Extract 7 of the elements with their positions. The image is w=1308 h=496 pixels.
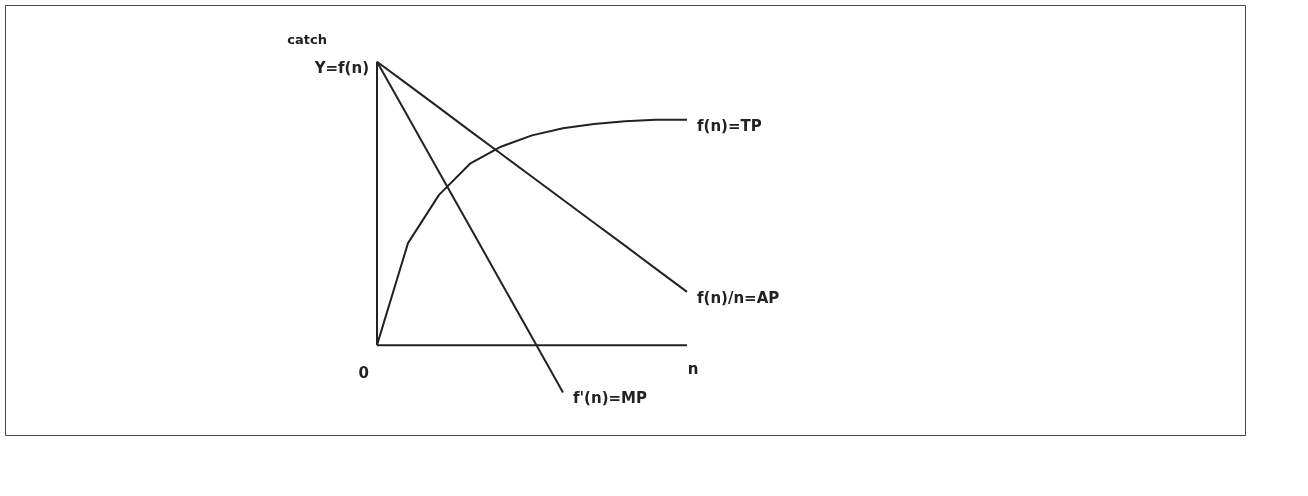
- y-axis-title: catch: [287, 31, 327, 47]
- text: 0: [358, 364, 369, 383]
- series-label: f'(n)=MP: [573, 389, 647, 408]
- text: Y=f(n): [313, 58, 369, 77]
- series-label: f(n)=TP: [697, 116, 762, 135]
- series-label: f(n)/n=AP: [697, 288, 780, 307]
- x-axis-title: n: [687, 360, 699, 379]
